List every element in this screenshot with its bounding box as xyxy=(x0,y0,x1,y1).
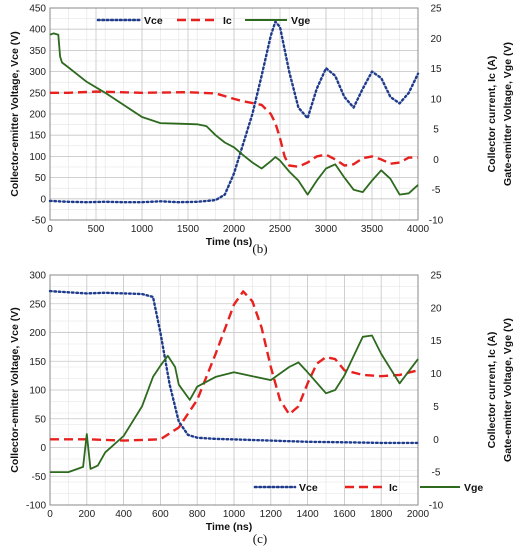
y-right-tick-label: 25 xyxy=(430,271,442,282)
x-tick-label: 600 xyxy=(152,509,169,520)
y-left-tick-label: -50 xyxy=(32,472,47,483)
x-tick-label: 1200 xyxy=(260,509,283,520)
chart-b-legend-vge: Vge xyxy=(291,15,310,27)
y-right-tick-label: 0 xyxy=(433,435,439,446)
x-tick-label: 0 xyxy=(47,224,53,235)
chart-c-y-right-label-gate: Gate-emitter Voltage, Vge (V) xyxy=(502,318,514,462)
y-right-tick-label: 5 xyxy=(433,402,439,413)
y-left-tick-label: 100 xyxy=(29,386,46,397)
chart-b-caption: (b) xyxy=(252,241,267,256)
y-right-tick-label: 0 xyxy=(433,155,439,166)
y-right-tick-label: 25 xyxy=(430,4,442,15)
x-tick-label: 2500 xyxy=(269,224,292,235)
chart-c-grid xyxy=(49,274,419,506)
chart-c-legend-vce: Vce xyxy=(299,482,318,494)
x-tick-label: 500 xyxy=(88,224,105,235)
y-left-tick-label: 50 xyxy=(35,414,47,425)
chart-c-legend-vge: Vge xyxy=(464,482,483,494)
chart-b-x-axis-label: Time (ns) xyxy=(206,236,252,248)
series-line-vge xyxy=(50,334,419,474)
y-left-tick-label: 0 xyxy=(40,443,46,454)
y-right-tick-label: 20 xyxy=(430,34,442,45)
y-right-tick-label: 15 xyxy=(430,64,442,75)
y-left-tick-label: 150 xyxy=(29,357,46,368)
chart-c: 0 200 400 600 800 1000 1200 1400 1600 1800 2000-10… xyxy=(9,271,514,547)
chart-b-y-right-label-gate: Gate-emitter Voltage, Vge (V) xyxy=(502,42,514,186)
chart-b-legend-ic: Ic xyxy=(223,15,232,27)
chart-c-caption: (c) xyxy=(253,531,267,546)
chart-b-y-right-label-current: Collector current, Ic (A) xyxy=(486,56,498,173)
chart-c-y-right-label-current: Collector current, Ic (A) xyxy=(486,332,498,449)
x-tick-label: 1000 xyxy=(131,224,154,235)
x-tick-label: 1600 xyxy=(333,509,356,520)
y-left-tick-label: 50 xyxy=(35,173,47,184)
x-tick-label: 200 xyxy=(78,509,95,520)
x-tick-label: 3000 xyxy=(315,224,338,235)
series-line-ic xyxy=(50,290,419,442)
chart-b-plot-frame xyxy=(49,7,419,221)
x-tick-label: 2000 xyxy=(407,509,430,520)
chart-c-plot-frame xyxy=(49,274,419,506)
y-right-tick-label: 5 xyxy=(433,125,439,136)
y-left-tick-label: -50 xyxy=(32,216,47,227)
y-left-tick-label: 400 xyxy=(29,25,46,36)
chart-b-series xyxy=(48,20,420,204)
y-right-tick-label: -10 xyxy=(429,216,444,227)
x-tick-label: 1000 xyxy=(223,509,246,520)
x-tick-label: 1800 xyxy=(370,509,393,520)
y-right-tick-label: 15 xyxy=(430,336,442,347)
y-left-tick-label: 200 xyxy=(29,110,46,121)
series-line-vce xyxy=(48,20,420,204)
chart-c-x-axis-label: Time (ns) xyxy=(206,521,252,533)
y-left-tick-label: -100 xyxy=(26,501,46,512)
x-tick-label: 0 xyxy=(47,509,53,520)
series-line-ic xyxy=(50,90,418,168)
chart-c-legend-ic: Ic xyxy=(389,482,398,494)
y-right-tick-label: 20 xyxy=(430,303,442,314)
chart-b-legend: Vce Ic Vge xyxy=(96,15,310,27)
x-tick-label: 800 xyxy=(189,509,206,520)
y-left-tick-label: 300 xyxy=(29,271,46,282)
y-left-tick-label: 300 xyxy=(29,67,46,78)
chart-c-legend: Vce Ic Vge xyxy=(253,482,483,494)
series-line-vce xyxy=(48,289,420,445)
chart-b: 0 500 1000 1500 2000 2500 3000 3500 4000-5005010… xyxy=(9,4,514,257)
x-tick-label: 3500 xyxy=(361,224,384,235)
x-tick-label: 4000 xyxy=(407,224,430,235)
series-line-vge xyxy=(49,32,419,196)
chart-c-series xyxy=(48,289,420,474)
chart-c-y-left-label: Collector-emitter Voltage, Vce (V) xyxy=(9,307,21,473)
y-right-tick-label: -5 xyxy=(432,468,441,479)
y-left-tick-label: 250 xyxy=(29,88,46,99)
chart-b-legend-vce: Vce xyxy=(144,15,163,27)
x-tick-label: 1400 xyxy=(296,509,319,520)
y-left-tick-label: 0 xyxy=(40,194,46,205)
chart-b-y-left-label: Collector-emitter Voltage, Vce (V) xyxy=(9,31,21,197)
x-tick-label: 1500 xyxy=(177,224,200,235)
chart-c-ticks: 0 200 400 600 800 1000 1200 1400 1600 1800 2000-10… xyxy=(26,271,444,521)
y-left-tick-label: 200 xyxy=(29,328,46,339)
y-left-tick-label: 350 xyxy=(29,46,46,57)
y-left-tick-label: 100 xyxy=(29,152,46,163)
y-right-tick-label: -10 xyxy=(429,501,444,512)
chart-b-grid xyxy=(49,7,419,221)
x-tick-label: 400 xyxy=(115,509,132,520)
y-left-tick-label: 450 xyxy=(29,4,46,15)
x-tick-label: 2000 xyxy=(223,224,246,235)
y-left-tick-label: 250 xyxy=(29,299,46,310)
y-right-tick-label: 10 xyxy=(430,94,442,105)
y-right-tick-label: 10 xyxy=(430,369,442,380)
y-left-tick-label: 150 xyxy=(29,131,46,142)
chart-b-ticks: 0 500 1000 1500 2000 2500 3000 3500 4000-5005010… xyxy=(29,4,443,236)
y-right-tick-label: -5 xyxy=(432,185,441,196)
